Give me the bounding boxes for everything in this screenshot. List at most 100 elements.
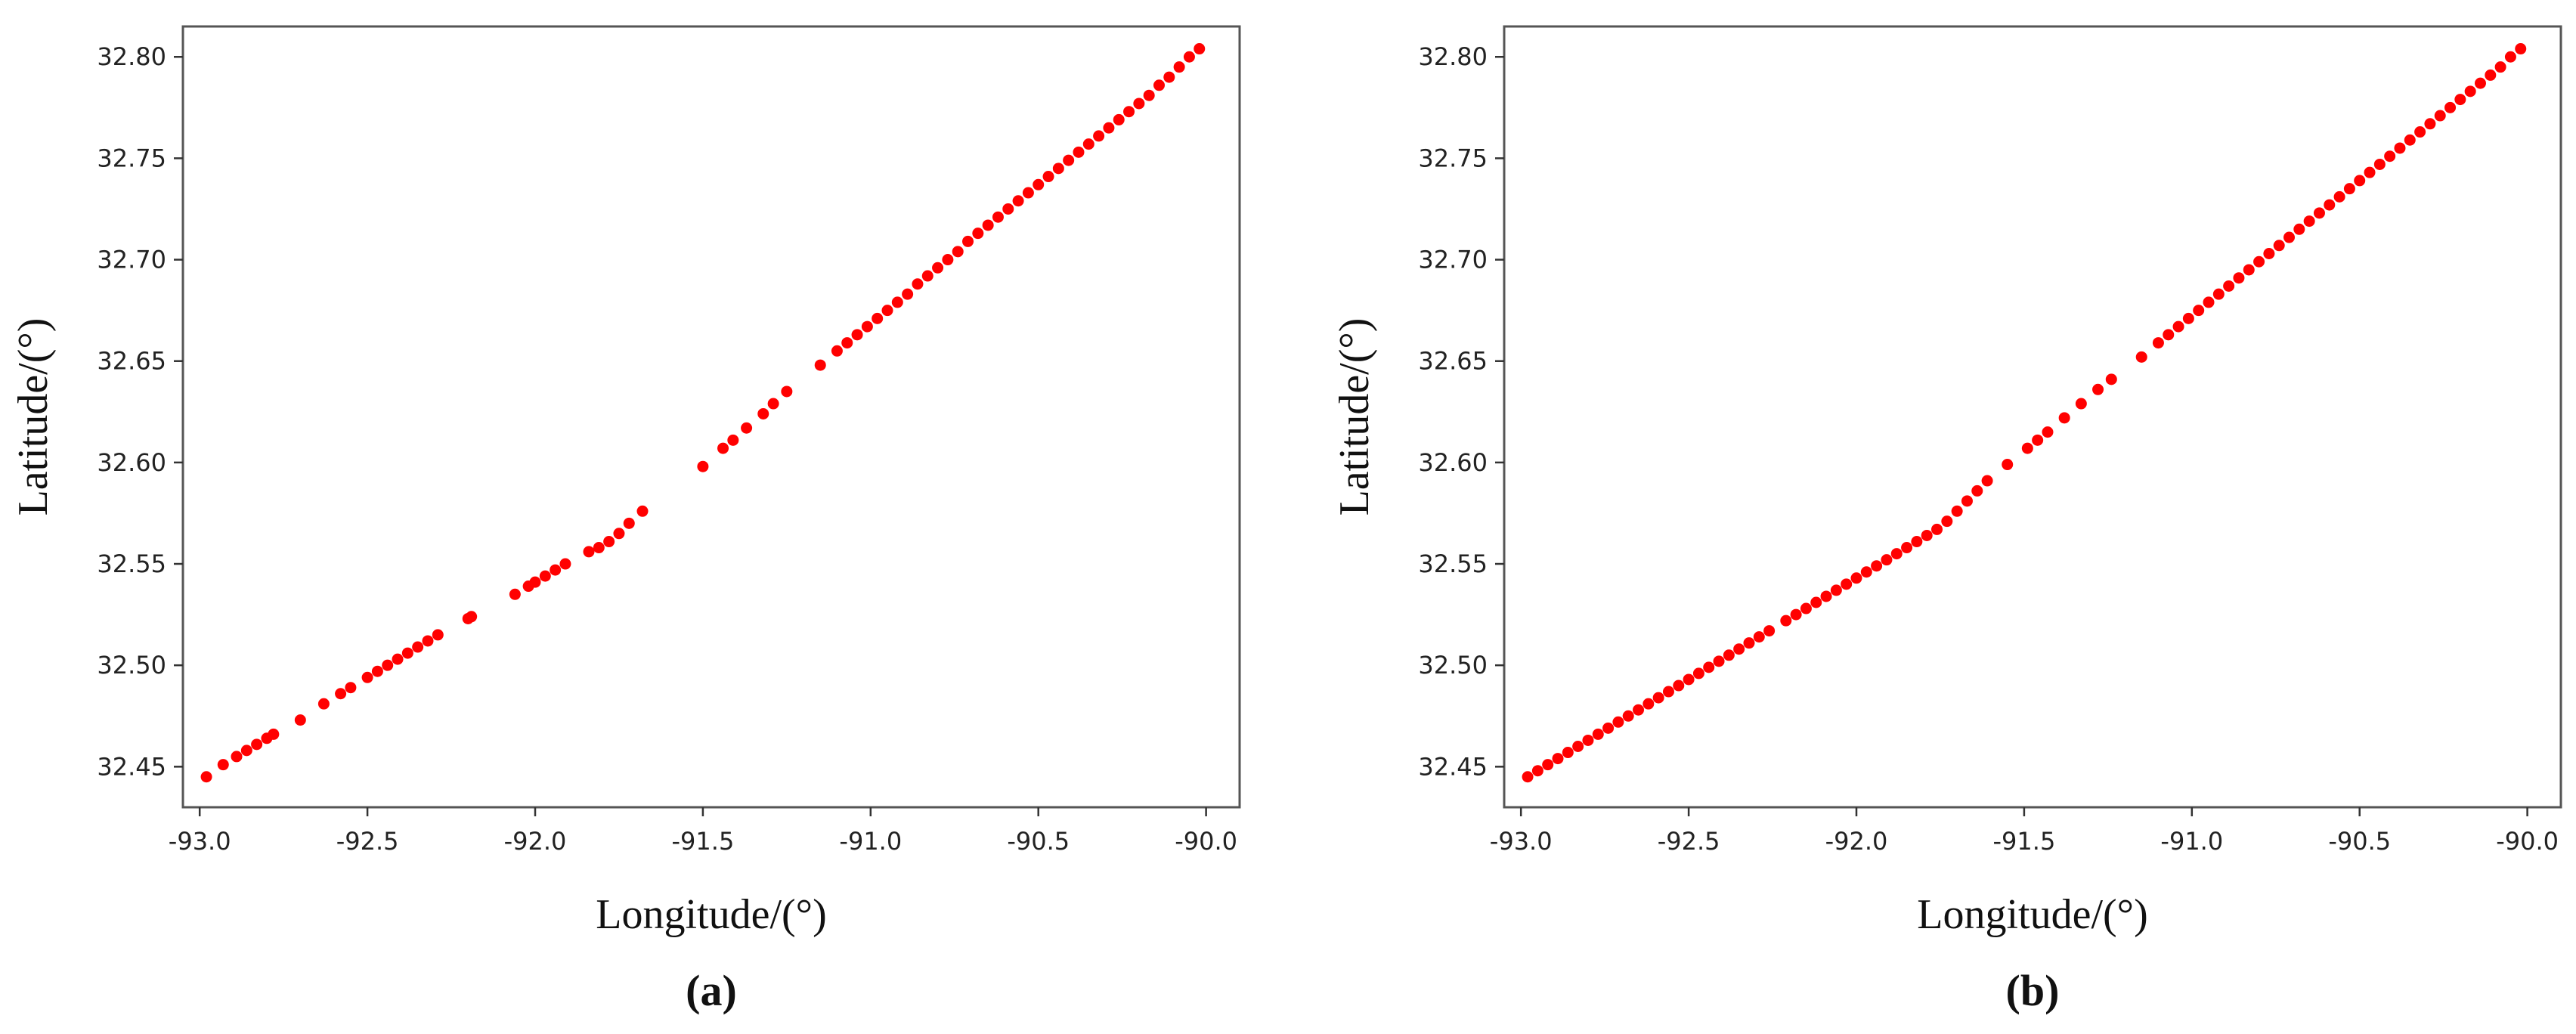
data-point <box>1622 710 1634 722</box>
data-point <box>1542 759 1554 771</box>
data-point <box>509 588 521 600</box>
data-point <box>1173 61 1185 73</box>
data-point <box>2444 101 2457 113</box>
data-point <box>717 442 729 454</box>
data-point <box>2263 248 2275 260</box>
y-axis-title: Latitude/(°) <box>10 318 57 516</box>
data-point <box>2135 351 2147 363</box>
data-point <box>231 751 243 763</box>
data-point <box>2494 61 2506 73</box>
data-point <box>1941 515 1953 528</box>
data-point <box>1860 566 1872 578</box>
data-point <box>2434 110 2446 122</box>
data-point <box>2283 231 2296 243</box>
data-point <box>1572 741 1584 753</box>
plot-frame <box>1503 25 2562 809</box>
data-point <box>466 611 478 623</box>
data-point <box>1841 578 1853 590</box>
data-point <box>2253 255 2265 268</box>
data-point <box>251 738 263 751</box>
x-tick-label: -91.0 <box>839 827 902 856</box>
data-point <box>1531 765 1543 777</box>
data-point <box>1713 655 1725 667</box>
data-point <box>881 305 893 317</box>
data-point <box>1063 154 1075 166</box>
data-point <box>2182 312 2194 324</box>
x-tick-label: -92.0 <box>1825 827 1888 856</box>
data-point <box>2058 412 2070 424</box>
data-point <box>1612 716 1624 728</box>
data-point <box>1971 484 1983 497</box>
x-tick-label: -90.0 <box>2496 827 2559 856</box>
data-point <box>1790 608 1802 621</box>
x-tick-label: -93.0 <box>1490 827 1553 856</box>
data-point <box>921 270 933 282</box>
data-point <box>2333 190 2345 203</box>
data-point <box>1743 637 1755 649</box>
data-point <box>392 653 404 665</box>
data-point <box>1592 728 1604 740</box>
y-tick-label: 32.55 <box>97 550 166 578</box>
data-point <box>1820 590 1832 602</box>
data-point <box>1022 187 1034 199</box>
x-tick-label: -92.5 <box>1658 827 1720 856</box>
data-point <box>992 211 1004 223</box>
data-point <box>872 312 884 324</box>
data-point <box>539 570 551 582</box>
data-point <box>550 564 562 576</box>
data-point <box>1033 178 1045 190</box>
data-point <box>831 345 843 357</box>
data-point <box>2324 199 2336 211</box>
x-tick-label: -91.0 <box>2160 827 2223 856</box>
x-tick-label: -90.5 <box>1007 827 1070 856</box>
data-point <box>2364 166 2376 178</box>
data-point <box>2152 337 2164 349</box>
x-tick-label: -91.5 <box>1993 827 2056 856</box>
x-tick-label: -90.5 <box>2328 827 2391 856</box>
data-point <box>962 235 974 247</box>
data-point <box>891 296 903 308</box>
data-point <box>559 558 571 570</box>
data-point <box>603 536 615 548</box>
data-point <box>1562 747 1574 759</box>
data-point <box>2092 383 2104 395</box>
data-point <box>1552 753 1564 765</box>
data-point <box>902 288 914 300</box>
data-point <box>2515 43 2527 55</box>
data-point <box>1961 495 1973 507</box>
data-point <box>401 647 413 659</box>
x-tick-label: -92.5 <box>336 827 399 856</box>
data-point <box>623 517 635 529</box>
panel-label: (b) <box>2006 966 2060 1015</box>
data-point <box>636 505 649 517</box>
data-point <box>1183 51 1195 63</box>
x-tick-label: -91.5 <box>672 827 735 856</box>
data-point <box>335 688 347 700</box>
data-point <box>2464 85 2476 98</box>
data-point <box>2042 426 2054 438</box>
data-point <box>1194 43 1206 55</box>
data-point <box>1143 89 1155 101</box>
data-point <box>2002 459 2014 471</box>
data-point <box>1901 542 1913 554</box>
data-point <box>317 698 330 710</box>
data-point <box>781 385 793 398</box>
y-tick-label: 32.60 <box>1418 448 1488 477</box>
data-point <box>741 422 753 434</box>
data-point <box>2373 158 2386 170</box>
data-point <box>2313 207 2325 219</box>
data-point <box>371 665 383 677</box>
data-point <box>1582 734 1594 746</box>
data-point <box>767 398 779 410</box>
data-point <box>932 262 944 274</box>
data-point <box>583 546 595 558</box>
data-point <box>1082 138 1094 150</box>
data-point <box>2075 398 2087 410</box>
data-point <box>2233 272 2245 284</box>
data-point <box>2243 264 2255 276</box>
y-tick-label: 32.75 <box>97 144 166 172</box>
y-tick-label: 32.65 <box>1418 347 1488 376</box>
data-point <box>757 407 769 419</box>
data-point <box>1133 98 1145 110</box>
